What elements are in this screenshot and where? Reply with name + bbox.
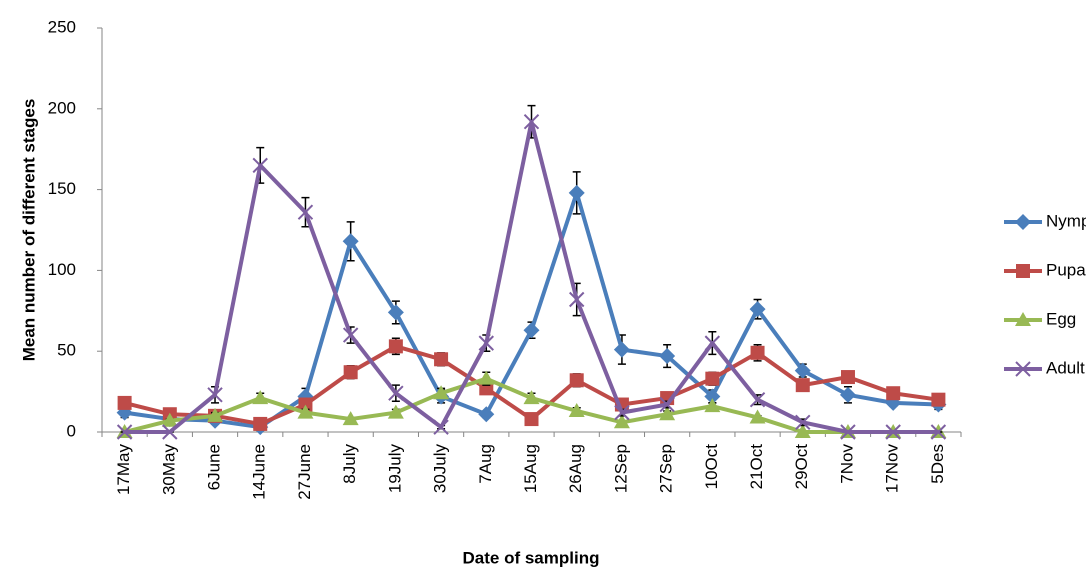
marker [478, 335, 494, 351]
marker [659, 396, 675, 413]
marker [207, 387, 223, 403]
marker [434, 352, 449, 367]
marker [343, 365, 358, 380]
legend-label: Nymph [1046, 211, 1086, 230]
marker [252, 390, 269, 405]
x-tick-label: 26Aug [566, 444, 585, 493]
marker [116, 424, 133, 440]
marker [704, 398, 721, 413]
marker [930, 424, 947, 440]
marker [794, 362, 811, 379]
marker [794, 424, 811, 438]
marker [749, 391, 766, 408]
marker [795, 378, 810, 393]
x-tick-label: 19July [385, 444, 404, 494]
marker [749, 301, 766, 318]
y-tick-label: 50 [57, 341, 76, 360]
x-tick-label: 29Oct [792, 444, 811, 490]
marker [523, 390, 540, 405]
marker [749, 409, 766, 424]
marker [839, 386, 856, 403]
x-axis-label: Date of sampling [463, 548, 600, 567]
x-tick-label: 12Sep [611, 444, 630, 493]
marker [342, 411, 359, 426]
x-tick-label: 10Oct [702, 444, 721, 490]
marker [704, 335, 721, 351]
marker [433, 385, 450, 400]
marker [704, 388, 721, 405]
marker [750, 345, 765, 360]
x-tick-label: 30July [431, 444, 450, 494]
x-tick-label: 30May [159, 444, 178, 496]
marker [568, 184, 585, 201]
marker [388, 339, 403, 354]
marker [568, 402, 585, 417]
marker [117, 395, 132, 410]
y-tick-label: 200 [48, 98, 76, 117]
marker [478, 406, 495, 423]
marker [252, 157, 268, 174]
marker [1016, 264, 1030, 278]
x-tick-label: 27June [295, 444, 314, 500]
marker [614, 404, 630, 421]
x-tick-label: 17May [114, 444, 133, 496]
marker [524, 412, 539, 427]
x-tick-label: 7Aug [476, 444, 495, 484]
x-tick-label: 15Aug [521, 444, 540, 493]
series-line [124, 119, 939, 434]
marker [931, 392, 946, 407]
marker [433, 419, 449, 435]
marker [885, 424, 901, 440]
marker [523, 114, 540, 130]
x-tick-label: 27Sep [657, 444, 676, 493]
marker [1015, 361, 1031, 377]
marker [478, 370, 495, 385]
x-tick-label: 5Des [928, 444, 947, 484]
x-tick-label: 17Nov [883, 444, 902, 494]
y-tick-label: 100 [48, 260, 76, 279]
y-tick-label: 250 [48, 17, 76, 36]
marker [297, 204, 314, 220]
y-tick-label: 0 [67, 421, 76, 440]
marker [659, 406, 676, 421]
marker [161, 412, 178, 427]
x-tick-label: 14June [250, 444, 269, 500]
marker [388, 385, 404, 401]
legend-label: Adult [1046, 358, 1085, 377]
marker [840, 424, 856, 440]
marker [613, 414, 630, 429]
y-tick-label: 150 [48, 179, 76, 198]
x-tick-label: 6June [205, 444, 224, 490]
marker [342, 233, 359, 250]
marker [613, 341, 630, 358]
y-axis-label: Mean number of different stages [19, 99, 38, 362]
marker [1015, 312, 1031, 326]
marker [569, 373, 584, 388]
marker [1015, 214, 1031, 230]
marker [705, 371, 720, 386]
legend-label: Pupae [1046, 260, 1086, 279]
marker [840, 370, 855, 385]
marker [207, 407, 224, 422]
x-tick-label: 21Oct [747, 444, 766, 490]
marker [162, 424, 178, 440]
marker [253, 416, 268, 431]
marker [523, 322, 540, 339]
x-tick-label: 7Nov [837, 444, 856, 484]
marker [795, 414, 811, 431]
marker [387, 404, 404, 419]
marker [342, 327, 359, 343]
marker [297, 404, 314, 419]
marker [387, 304, 404, 321]
marker [886, 386, 901, 401]
marker [569, 291, 585, 308]
legend-label: Egg [1046, 309, 1076, 328]
x-tick-label: 8July [340, 444, 359, 484]
marker [659, 348, 676, 365]
marker [298, 397, 313, 412]
